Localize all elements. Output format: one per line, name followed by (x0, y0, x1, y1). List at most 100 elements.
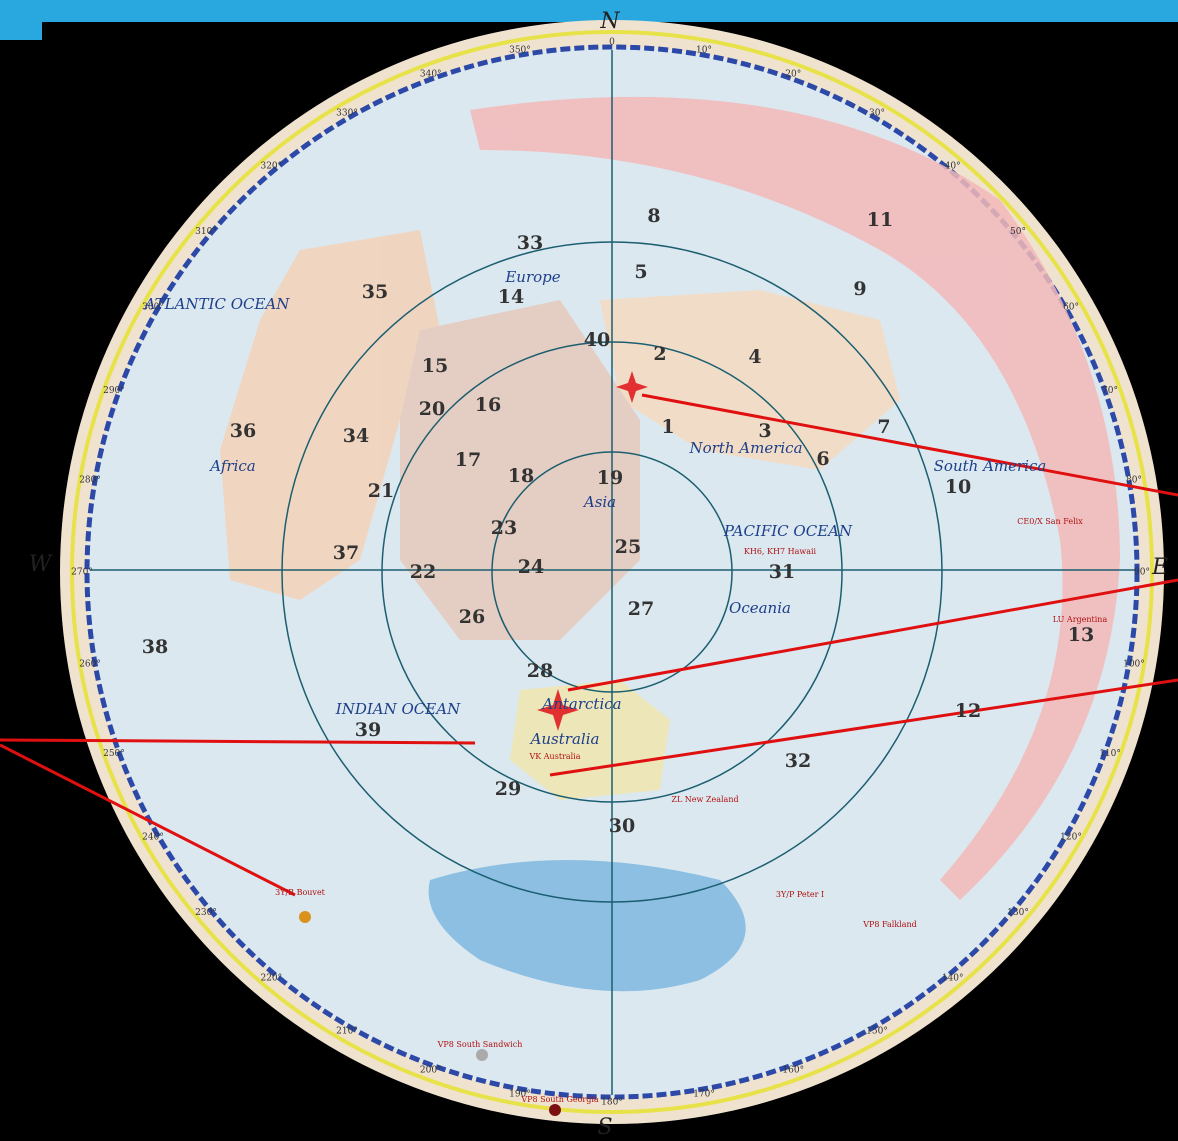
prefix-label: ZL New Zealand (671, 795, 738, 804)
zone-number: 11 (867, 209, 893, 231)
degree-label: 60° (1063, 303, 1079, 313)
degree-label: 10° (696, 46, 712, 56)
degree-label: 270° (71, 568, 93, 578)
zone-number: 36 (230, 420, 256, 442)
zone-number: 28 (527, 660, 553, 682)
degree-label: 180° (601, 1098, 623, 1108)
degree-label: 100° (1123, 660, 1145, 670)
degree-label: 70° (1102, 386, 1118, 396)
zone-number: 29 (495, 778, 521, 800)
zone-number: 37 (333, 542, 359, 564)
degree-label: 110° (1099, 749, 1121, 759)
cardinal-label: E (1151, 555, 1168, 580)
north-america (600, 290, 900, 470)
degree-label: 300° (142, 303, 164, 313)
degree-label: 260° (79, 660, 101, 670)
zone-number: 14 (498, 286, 524, 308)
zone-number: 12 (955, 700, 981, 722)
degree-label: 220° (260, 974, 282, 984)
zone-number: 30 (609, 815, 635, 837)
degree-label: 280° (79, 475, 101, 485)
zone-number: 40 (584, 329, 610, 351)
zone-number: 8 (647, 205, 660, 227)
land (220, 96, 1120, 992)
zone-number: 2 (653, 343, 666, 365)
planet-marker (476, 1049, 488, 1061)
degree-label: 210° (336, 1026, 358, 1036)
zone-number: 3 (758, 420, 771, 442)
degree-label: 80° (1126, 475, 1142, 485)
zone-boundaries (90, 50, 1135, 1095)
planet-marker (299, 911, 311, 923)
degree-label: 330° (336, 109, 358, 119)
zone-number: 7 (877, 416, 890, 438)
region-label: Africa (208, 457, 255, 475)
region-label: INDIAN OCEAN (335, 700, 461, 718)
degree-label: 160° (782, 1066, 804, 1076)
degree-label: 90° (1134, 568, 1150, 578)
degree-label: 130° (1007, 908, 1029, 918)
prefix-label: 3Y/B Bouvet (275, 888, 326, 897)
south-america (470, 96, 1120, 900)
degree-label: 230° (195, 908, 217, 918)
zone-number: 18 (508, 465, 534, 487)
antarctica (428, 860, 746, 992)
degree-label: 250° (103, 749, 125, 759)
zone-number: 24 (518, 556, 544, 578)
region-label: Australia (529, 730, 600, 748)
top-bar (0, 0, 1178, 22)
degree-label: 340° (420, 69, 442, 79)
annotations (0, 371, 1178, 1116)
zone-number: 25 (615, 536, 641, 558)
degree-label: 200° (420, 1066, 442, 1076)
zone-number: 27 (628, 598, 654, 620)
degree-label: 20° (785, 69, 801, 79)
region-label: ATLANTIC OCEAN (143, 295, 291, 313)
degree-label: 50° (1010, 227, 1026, 237)
prefix-label: CE0/X San Felix (1017, 517, 1083, 526)
degree-label: 350° (509, 46, 531, 56)
yellow-ring (70, 30, 1154, 1114)
zone-number: 23 (491, 517, 517, 539)
zone-number: 20 (419, 398, 445, 420)
zone-number: 22 (410, 561, 436, 583)
zone-number: 10 (945, 476, 971, 498)
cardinal-label: S (597, 1115, 612, 1140)
region-label: PACIFIC OCEAN (723, 522, 853, 540)
degree-label: 0 (609, 38, 615, 48)
degree-label: 190° (509, 1089, 531, 1099)
corner-tab (0, 0, 42, 40)
degree-label: 290° (103, 386, 125, 396)
zone-number: 32 (785, 750, 811, 772)
degree-label: 140° (942, 974, 964, 984)
region-label: Oceania (729, 599, 791, 617)
degree-label: 120° (1060, 833, 1082, 843)
zone-number: 33 (517, 232, 543, 254)
zone-number: 15 (422, 355, 448, 377)
degree-label: 170° (693, 1089, 715, 1099)
degree-label: 40° (945, 161, 961, 171)
region-label: Asia (582, 493, 616, 511)
star-marker (537, 689, 579, 731)
prefix-label: VP8 South Sandwich (437, 1040, 523, 1049)
zone-number: 16 (475, 394, 501, 416)
degree-label: 310° (195, 227, 217, 237)
region-label: North America (688, 439, 802, 457)
prefix-label: VP8 Falkland (862, 920, 917, 929)
zone-number: 1 (661, 416, 674, 438)
zone-number: 19 (597, 467, 623, 489)
africa (220, 230, 440, 600)
prefix-label: VK Australia (528, 752, 580, 761)
planet-marker (549, 1104, 561, 1116)
degree-label: 240° (142, 833, 164, 843)
prefix-label: LU Argentina (1053, 615, 1108, 624)
degree-label: 150° (866, 1026, 888, 1036)
eurasia (400, 300, 640, 640)
zone-number: 34 (343, 425, 369, 447)
prefix-label: KH6, KH7 Hawaii (744, 547, 817, 556)
zone-number: 31 (769, 561, 795, 583)
zone-number: 6 (816, 448, 829, 470)
zone-number: 9 (853, 278, 866, 300)
cardinal-label: W (29, 552, 54, 577)
